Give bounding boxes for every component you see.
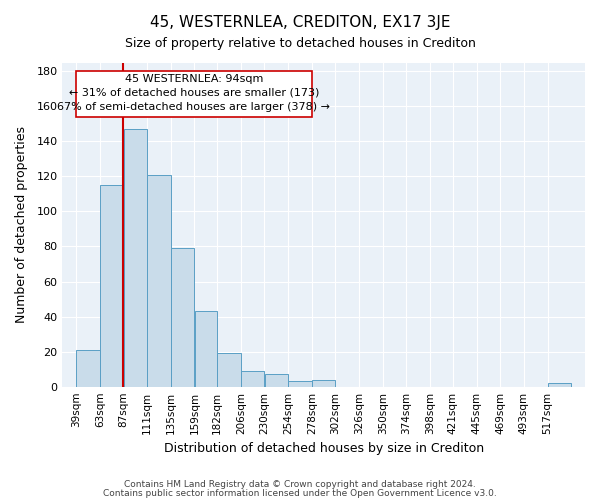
Bar [241, 371, 264, 386]
Bar [312, 380, 335, 386]
Bar [124, 129, 147, 386]
Bar [289, 382, 311, 386]
Text: 45 WESTERNLEA: 94sqm: 45 WESTERNLEA: 94sqm [125, 74, 263, 84]
Bar [194, 312, 217, 386]
Text: ← 31% of detached houses are smaller (173): ← 31% of detached houses are smaller (17… [69, 88, 319, 98]
Bar [76, 350, 100, 387]
Text: Size of property relative to detached houses in Crediton: Size of property relative to detached ho… [125, 38, 475, 51]
Text: 45, WESTERNLEA, CREDITON, EX17 3JE: 45, WESTERNLEA, CREDITON, EX17 3JE [150, 15, 450, 30]
Y-axis label: Number of detached properties: Number of detached properties [15, 126, 28, 323]
X-axis label: Distribution of detached houses by size in Crediton: Distribution of detached houses by size … [164, 442, 484, 455]
Bar [217, 354, 241, 386]
Text: Contains HM Land Registry data © Crown copyright and database right 2024.: Contains HM Land Registry data © Crown c… [124, 480, 476, 489]
Bar [148, 174, 170, 386]
Text: 67% of semi-detached houses are larger (378) →: 67% of semi-detached houses are larger (… [58, 102, 331, 112]
Bar [548, 383, 571, 386]
Bar [100, 185, 123, 386]
Bar [265, 374, 288, 386]
FancyBboxPatch shape [76, 72, 312, 117]
Text: Contains public sector information licensed under the Open Government Licence v3: Contains public sector information licen… [103, 488, 497, 498]
Bar [171, 248, 194, 386]
